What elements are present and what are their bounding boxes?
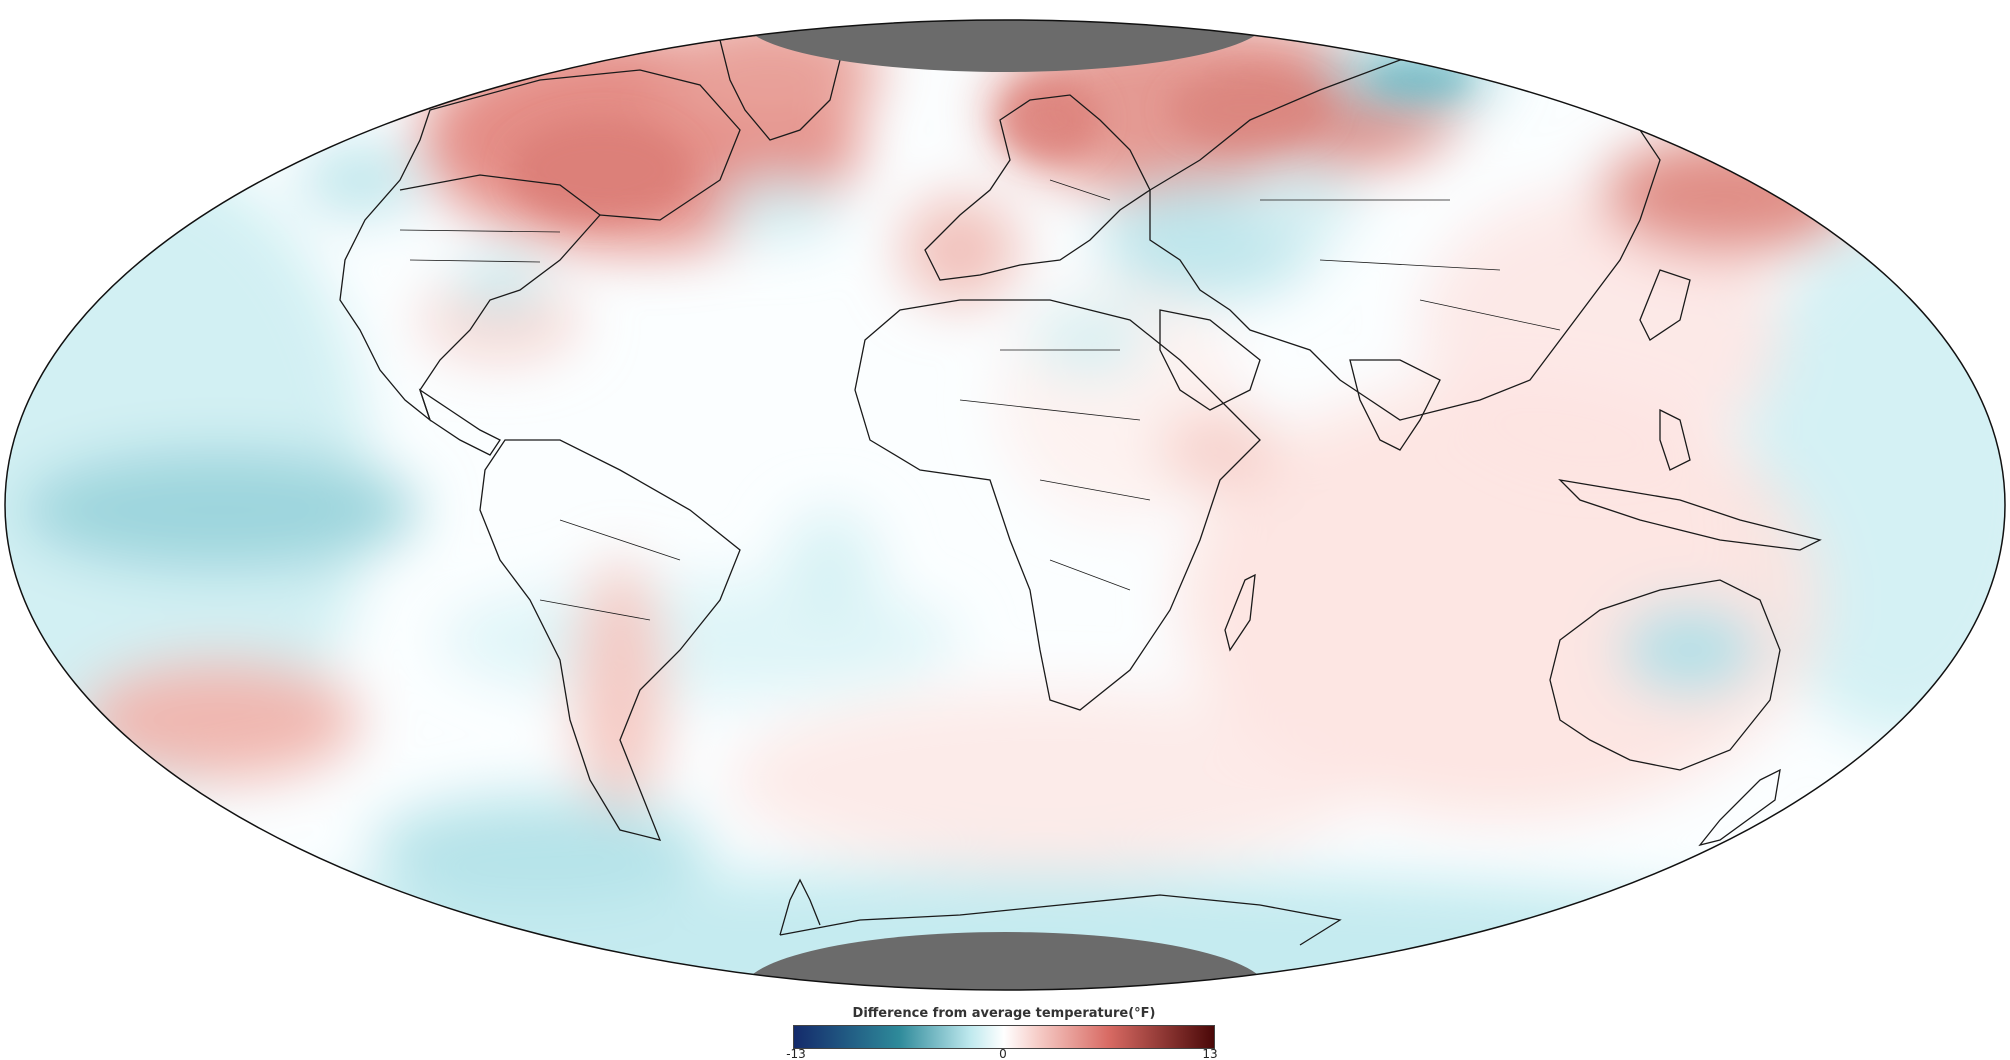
- country-borders: [399, 179, 1561, 621]
- central-america-outline: [418, 388, 501, 456]
- south-pole-no-data: [743, 932, 1267, 990]
- europe-outline: [924, 94, 1151, 281]
- legend-min-label: -13: [786, 1047, 806, 1060]
- anomaly-accents: [510, 62, 1470, 220]
- us-canada-border: [399, 174, 601, 216]
- japan-outline: [1639, 269, 1691, 341]
- australia-outline: [1549, 579, 1781, 771]
- legend-title: Difference from average temperature(°F): [852, 1006, 1156, 1021]
- globe-interior: [5, 20, 2005, 990]
- new-zealand-outline: [1698, 768, 1781, 847]
- color-legend: Difference from average temperature(°F) …: [786, 1006, 1218, 1060]
- north-pole-no-data: [743, 20, 1267, 72]
- arabia-outline: [1159, 309, 1261, 411]
- africa-outline: [854, 299, 1261, 711]
- globe-border: [4, 19, 2006, 991]
- legend-color-bar: [793, 1025, 1215, 1049]
- madagascar-outline: [1224, 573, 1256, 652]
- india-outline: [1349, 359, 1441, 451]
- antarctic-peninsula-outline: [779, 878, 821, 936]
- south-america-outline: [479, 439, 741, 841]
- legend-max-label: 13: [1202, 1047, 1218, 1060]
- north-america-outline: [339, 69, 741, 422]
- indonesia-outline: [1558, 479, 1822, 551]
- legend-mid-label: 0: [999, 1047, 1007, 1060]
- map-canvas: [4, 19, 2006, 991]
- antarctica-outline: [779, 894, 1342, 946]
- philippines-outline: [1659, 408, 1691, 471]
